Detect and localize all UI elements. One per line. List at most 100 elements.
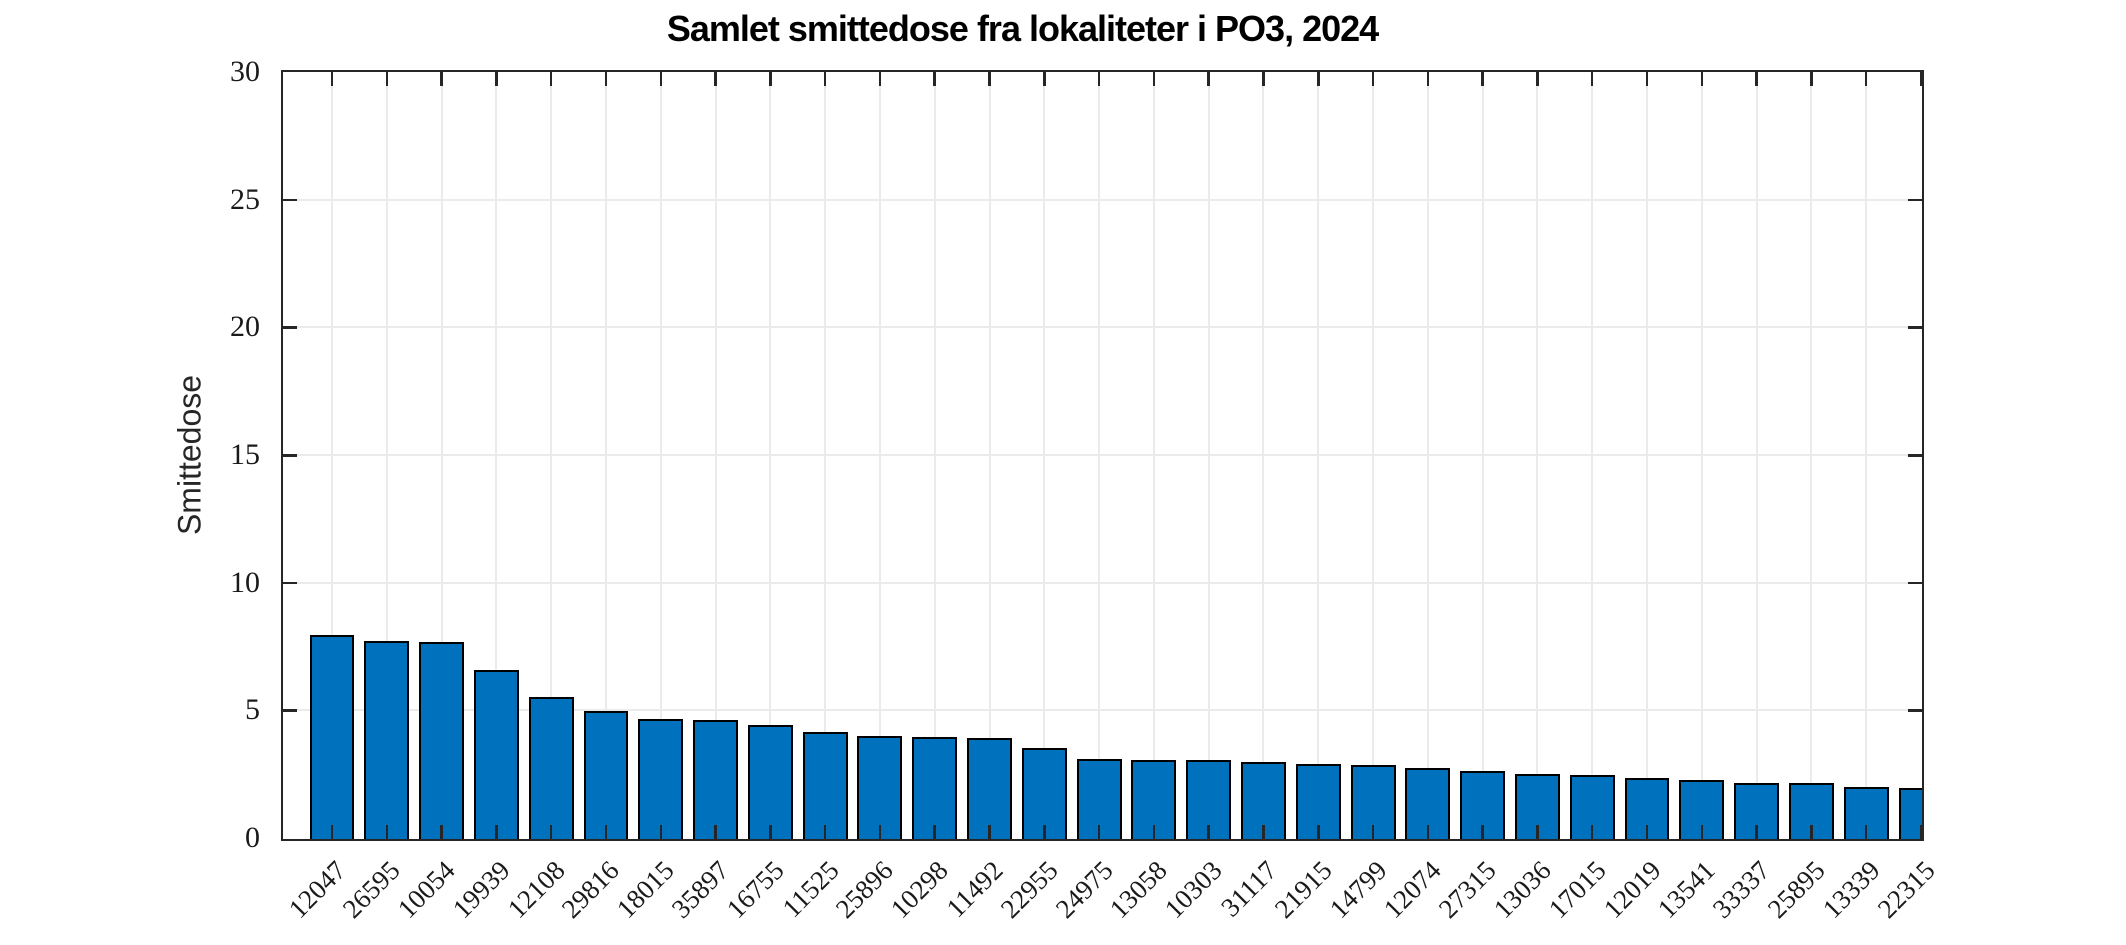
- x-tick-label: 12019: [1597, 855, 1667, 924]
- x-tick-label: 14799: [1323, 855, 1393, 924]
- x-tick-mark: [878, 72, 882, 86]
- x-tick-mark: [1043, 825, 1046, 839]
- x-tick-mark: [549, 825, 553, 839]
- v-gridline: [385, 72, 388, 839]
- y-tick-label: 0: [245, 821, 260, 854]
- x-tick-mark: [714, 72, 717, 86]
- x-tick-mark: [385, 825, 389, 839]
- bar: [1898, 787, 1922, 839]
- y-tick-mark: [283, 581, 297, 585]
- x-tick-mark: [495, 72, 498, 86]
- v-gridline: [1700, 72, 1703, 839]
- y-tick-mark: [283, 198, 297, 202]
- x-tick-label: 13036: [1487, 855, 1557, 924]
- x-tick-mark: [823, 72, 827, 86]
- x-tick-label: 26595: [337, 855, 407, 924]
- x-tick-mark: [440, 72, 443, 86]
- bar: [802, 731, 848, 839]
- x-tick-label: 13058: [1104, 855, 1174, 924]
- x-tick-mark: [1700, 825, 1704, 839]
- v-gridline: [495, 72, 498, 839]
- x-tick-mark: [1864, 825, 1868, 839]
- v-gridline: [1481, 72, 1484, 839]
- x-tick-mark: [1810, 825, 1813, 839]
- x-tick-mark: [1755, 825, 1758, 839]
- x-tick-mark: [1152, 825, 1156, 839]
- v-gridline: [1262, 72, 1265, 839]
- bar: [309, 634, 355, 839]
- y-tick-label: 30: [230, 55, 260, 88]
- x-tick-mark: [1097, 72, 1101, 86]
- bar: [638, 719, 684, 839]
- x-tick-mark: [769, 72, 772, 86]
- bar: [528, 697, 574, 839]
- v-gridline: [1207, 72, 1210, 839]
- x-tick-mark: [823, 825, 827, 839]
- x-tick-mark: [1700, 72, 1704, 86]
- x-tick-label: 12047: [282, 855, 352, 924]
- x-tick-mark: [549, 72, 553, 86]
- bar: [364, 641, 410, 839]
- x-tick-mark: [769, 825, 772, 839]
- v-gridline: [1591, 72, 1594, 839]
- x-tick-label: 12074: [1378, 855, 1448, 924]
- x-tick-mark: [1426, 825, 1430, 839]
- x-tick-label: 13541: [1652, 855, 1722, 924]
- y-tick-label: 10: [230, 565, 260, 599]
- bar: [912, 736, 958, 839]
- chart-title: Samlet smittedose fra lokaliteter i PO3,…: [666, 8, 1379, 49]
- x-tick-label: 29816: [556, 855, 626, 924]
- x-tick-label: 24975: [1049, 855, 1119, 924]
- x-tick-mark: [1919, 825, 1922, 839]
- x-tick-mark: [1207, 72, 1210, 86]
- bar: [967, 738, 1012, 839]
- x-tick-mark: [1590, 72, 1594, 86]
- x-tick-label: 11525: [776, 855, 845, 924]
- x-tick-mark: [933, 72, 936, 86]
- y-tick-mark: [1908, 454, 1922, 457]
- x-tick-mark: [988, 72, 991, 86]
- v-gridline: [1152, 72, 1155, 839]
- v-gridline: [604, 72, 607, 839]
- v-gridline: [440, 72, 443, 839]
- y-tick-mark: [283, 454, 297, 457]
- bar: [747, 725, 793, 839]
- y-tick-mark: [283, 709, 297, 712]
- bar: [1624, 777, 1670, 839]
- bar: [857, 735, 903, 839]
- x-tick-label: 27315: [1432, 855, 1502, 924]
- y-tick-mark: [283, 326, 297, 329]
- y-tick-mark: [1908, 581, 1922, 585]
- x-tick-mark: [440, 825, 443, 839]
- x-tick-mark: [1262, 72, 1265, 86]
- h-gridline: [283, 454, 1922, 456]
- plot-area: [281, 70, 1924, 841]
- x-tick-mark: [1371, 825, 1375, 839]
- x-tick-mark: [1810, 72, 1813, 86]
- x-tick-label: 31117: [1215, 855, 1283, 923]
- x-tick-mark: [933, 825, 936, 839]
- x-tick-mark: [1317, 825, 1320, 839]
- x-tick-mark: [659, 825, 662, 839]
- x-tick-mark: [1536, 72, 1539, 86]
- v-gridline: [659, 72, 662, 839]
- v-gridline: [933, 72, 936, 839]
- bar: [583, 711, 629, 839]
- x-tick-mark: [1481, 825, 1484, 839]
- h-gridline: [283, 198, 1922, 201]
- x-tick-label: 19939: [446, 855, 516, 924]
- y-tick-label: 5: [245, 693, 260, 727]
- x-tick-mark: [988, 825, 991, 839]
- h-gridline: [283, 326, 1922, 329]
- bar: [693, 720, 738, 839]
- v-gridline: [331, 72, 333, 839]
- x-tick-mark: [1426, 72, 1430, 86]
- x-tick-label: 18015: [611, 855, 680, 924]
- v-gridline: [1317, 72, 1320, 839]
- v-gridline: [1043, 72, 1046, 839]
- x-tick-label: 11492: [940, 855, 1009, 924]
- y-tick-mark: [1908, 326, 1922, 329]
- x-tick-label: 25895: [1761, 855, 1831, 924]
- x-tick-label: 21915: [1268, 855, 1338, 924]
